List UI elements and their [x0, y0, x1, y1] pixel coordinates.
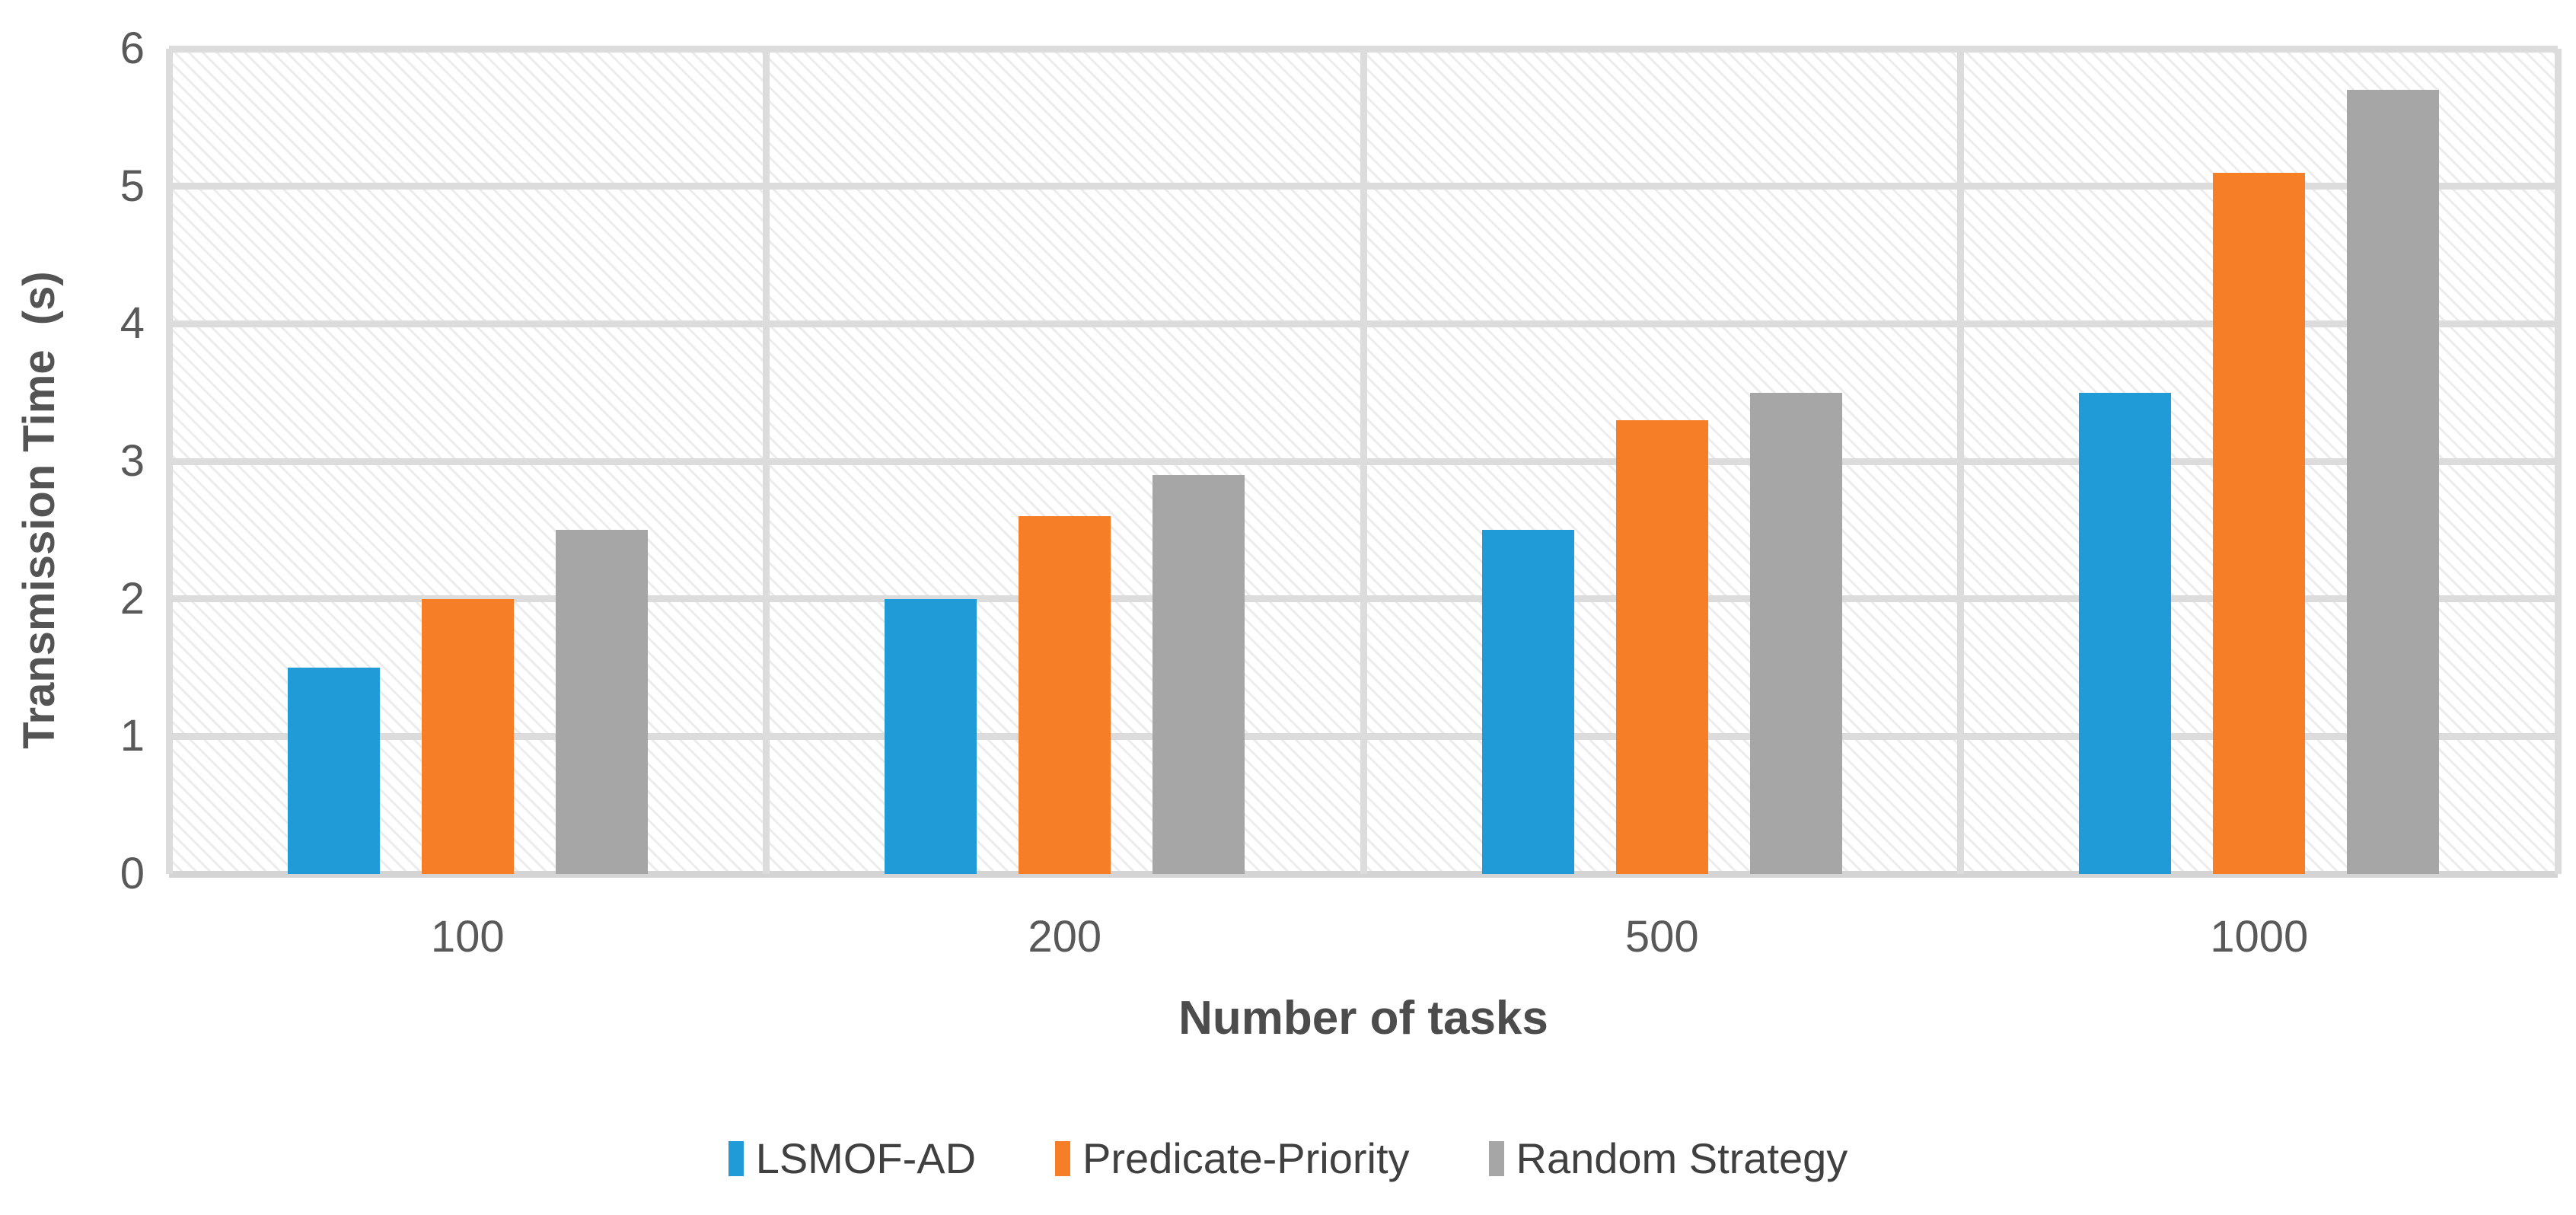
x-category-label-200: 200	[1028, 912, 1102, 961]
x-category-label-1000: 1000	[2210, 912, 2309, 961]
legend-label-predicate-priority: Predicate-Priority	[1082, 1134, 1410, 1182]
legend-swatch-lsmof-ad	[728, 1141, 744, 1176]
legend-item-random-strategy: Random Strategy	[1488, 1134, 1848, 1182]
gridline-x-2	[1360, 49, 1367, 874]
x-axis-line	[169, 870, 2558, 878]
bar-lsmof-ad-100	[287, 668, 380, 874]
legend-label-random-strategy: Random Strategy	[1516, 1134, 1848, 1182]
gridline-x-0	[165, 49, 173, 874]
y-tick-label-1: 1	[120, 711, 145, 761]
gridline-x-3	[1957, 49, 1964, 874]
bar-predicate-priority-1000	[2213, 172, 2306, 874]
bar-predicate-priority-100	[421, 598, 514, 874]
gridline-x-4	[2554, 49, 2562, 874]
legend-item-lsmof-ad: LSMOF-AD	[728, 1136, 976, 1182]
y-tick-label-5: 5	[120, 161, 145, 211]
legend: LSMOF-AD Predicate-Priority Random Strateg…	[0, 1136, 2576, 1182]
bar-predicate-priority-500	[1615, 419, 1708, 874]
bar-random-strategy-100	[555, 530, 648, 874]
bar-lsmof-ad-1000	[2079, 392, 2172, 874]
legend-item-predicate-priority: Predicate-Priority	[1055, 1134, 1410, 1182]
bar-random-strategy-1000	[2347, 90, 2440, 874]
bar-random-strategy-200	[1153, 475, 1245, 874]
bar-lsmof-ad-200	[885, 598, 977, 874]
y-tick-label-0: 0	[120, 849, 145, 898]
plot-area	[165, 45, 2562, 878]
x-category-label-500: 500	[1624, 912, 1699, 961]
x-axis-title: Number of tasks	[1178, 992, 1548, 1044]
bar-random-strategy-500	[1749, 392, 1842, 874]
legend-label-lsmof-ad: LSMOF-AD	[755, 1134, 977, 1182]
x-category-label-100: 100	[430, 912, 505, 961]
legend-swatch-random-strategy	[1488, 1141, 1504, 1176]
legend-swatch-predicate-priority	[1055, 1141, 1071, 1176]
bar-lsmof-ad-500	[1481, 530, 1574, 874]
y-tick-label-2: 2	[120, 573, 145, 623]
y-tick-label-4: 4	[120, 298, 145, 349]
bar-predicate-priority-200	[1019, 516, 1111, 874]
y-tick-label-3: 3	[120, 436, 145, 486]
gridline-x-1	[763, 49, 770, 874]
y-tick-label-6: 6	[120, 24, 145, 73]
